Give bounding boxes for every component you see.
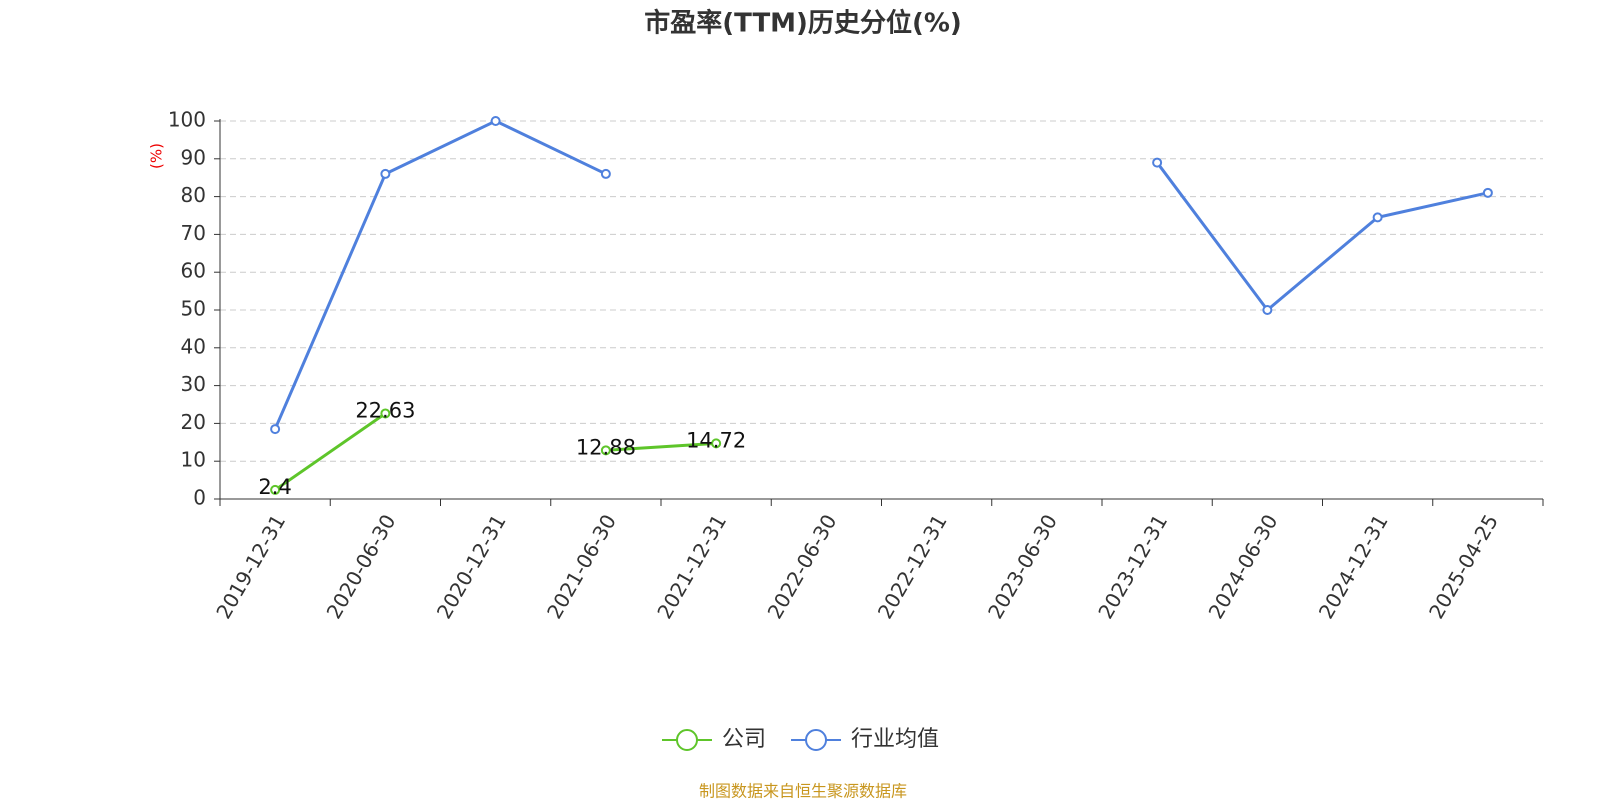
point [490, 116, 501, 126]
x-tick-label: 2022-12-31 [873, 510, 952, 623]
x-tick-label: 2024-06-30 [1204, 510, 1283, 623]
x-tick-label: 2023-12-31 [1093, 510, 1172, 623]
x-tick-label: 2021-06-30 [542, 510, 621, 623]
y-tick-label: 30 [181, 372, 206, 396]
point [600, 445, 611, 456]
point [1372, 212, 1383, 223]
data-label: 14.72 [686, 428, 746, 452]
legend-marker [676, 729, 698, 751]
point [1262, 305, 1273, 315]
legend-label: 公司 [722, 727, 766, 752]
legend-label: 行业均值 [851, 727, 939, 752]
point [380, 408, 391, 419]
point [711, 438, 722, 449]
point [270, 484, 281, 495]
y-tick-label: 60 [181, 259, 206, 283]
point [1482, 187, 1493, 198]
x-tick-label: 2020-12-31 [432, 510, 511, 623]
chart-title: 市盈率(TTM)历史分位(%) [644, 8, 962, 39]
legend-marker [805, 729, 828, 751]
x-tick-label: 2022-06-30 [763, 510, 842, 623]
y-tick-label: 50 [181, 297, 206, 321]
point [600, 168, 611, 179]
series-line [273, 119, 1489, 430]
x-tick-label: 2020-06-30 [322, 510, 401, 623]
x-tick-label: 2021-12-31 [652, 510, 731, 623]
x-tick-label: 2019-12-31 [211, 510, 290, 623]
y-tick-label: 90 [181, 145, 206, 169]
series-line [274, 412, 717, 492]
x-tick-label: 2023-06-30 [983, 510, 1062, 623]
y-tick-label: 100 [168, 108, 206, 132]
source-note: 制图数据来自恒生聚源数据库 [699, 782, 907, 800]
y-tick-label: 20 [181, 410, 206, 434]
y-axis-label: (%) [148, 143, 166, 169]
x-tick-label: 2024-12-31 [1314, 510, 1393, 623]
y-tick-label: 40 [181, 334, 206, 358]
y-tick-label: 70 [181, 221, 206, 245]
point [1152, 157, 1163, 168]
data-label: 12.88 [576, 435, 636, 459]
y-tick-label: 80 [181, 183, 206, 207]
y-tick-label: 10 [181, 448, 206, 472]
point [270, 424, 281, 435]
data-label: 22.63 [355, 398, 415, 422]
y-tick-label: 0 [193, 486, 206, 510]
data-label: 2.4 [258, 475, 291, 499]
x-tick-label: 2025-04-25 [1424, 510, 1503, 623]
point [380, 168, 391, 179]
